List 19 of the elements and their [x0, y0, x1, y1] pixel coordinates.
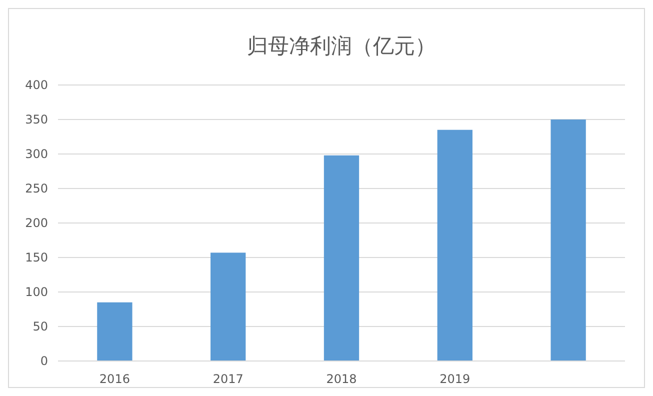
chart-title: 归母净利润（亿元）: [247, 34, 436, 58]
x-tick-label: 2016: [99, 372, 130, 386]
y-tick-label: 350: [25, 112, 48, 127]
bar: [210, 252, 246, 361]
y-tick-label: 50: [32, 320, 48, 334]
x-tick-label: 2017: [212, 372, 244, 386]
y-tick-label: 150: [25, 250, 48, 265]
x-tick-label: 2019: [440, 372, 470, 386]
bar: [324, 155, 360, 361]
y-tick-label: 0: [40, 354, 48, 368]
y-tick-label: 250: [25, 182, 48, 196]
bar: [97, 302, 132, 361]
bar: [437, 130, 472, 361]
y-tick-label: 200: [25, 216, 48, 230]
y-tick-label: 100: [25, 285, 48, 300]
y-tick-label: 300: [25, 147, 48, 162]
bar: [550, 120, 586, 361]
y-tick-label: 400: [25, 78, 48, 92]
x-tick-label: 2018: [326, 372, 357, 386]
